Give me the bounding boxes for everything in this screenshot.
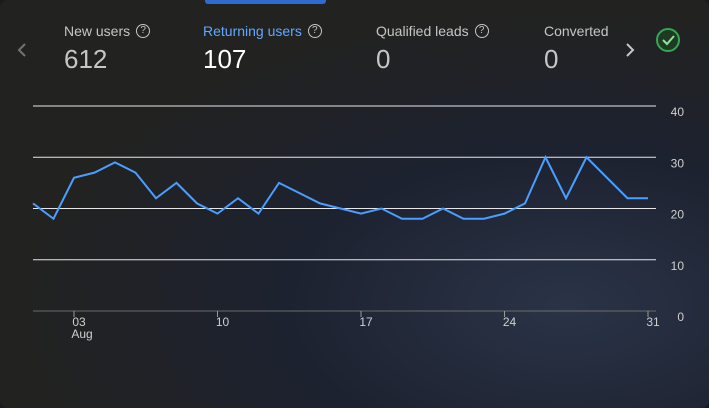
tab[interactable]: New users? 612	[64, 20, 151, 75]
x-tick-label: 03	[72, 315, 86, 329]
next-arrow[interactable]	[626, 43, 635, 57]
tab[interactable]: Returning users? 107	[203, 20, 322, 75]
tab-value: 107	[203, 44, 247, 74]
check-circle	[656, 28, 680, 52]
tab-value: 0	[376, 44, 391, 74]
month-label: Aug	[71, 327, 92, 341]
check-icon[interactable]	[656, 28, 680, 52]
help-icon[interactable]: ?	[474, 24, 489, 38]
x-tick-label: 24	[503, 315, 517, 329]
tab-label: New users	[64, 23, 131, 39]
tab-indicator	[205, 0, 326, 4]
check-mark	[662, 35, 675, 46]
y-tick-label: 0	[677, 310, 684, 324]
y-tick-label: 10	[671, 259, 685, 273]
prev-arrow[interactable]	[17, 43, 26, 57]
tab[interactable]: Converted 0	[544, 20, 609, 75]
tab[interactable]: Qualified leads? 0	[376, 20, 489, 75]
x-tick-label: 17	[359, 315, 373, 329]
series-line	[32, 154, 648, 221]
y-tick-label: 40	[671, 105, 685, 119]
y-tick-label: 30	[671, 156, 685, 170]
tab-label: Converted	[544, 23, 609, 39]
x-tick-label: 10	[216, 315, 230, 329]
tab-value: 612	[64, 44, 108, 74]
x-tick-label: 31	[646, 315, 660, 329]
y-tick-label: 20	[671, 208, 685, 222]
tab-label: Returning users	[203, 23, 302, 39]
tab-value: 0	[544, 44, 559, 74]
help-icon[interactable]: ?	[307, 24, 322, 38]
tab-label: Qualified leads	[376, 23, 469, 39]
help-icon[interactable]: ?	[136, 24, 151, 38]
